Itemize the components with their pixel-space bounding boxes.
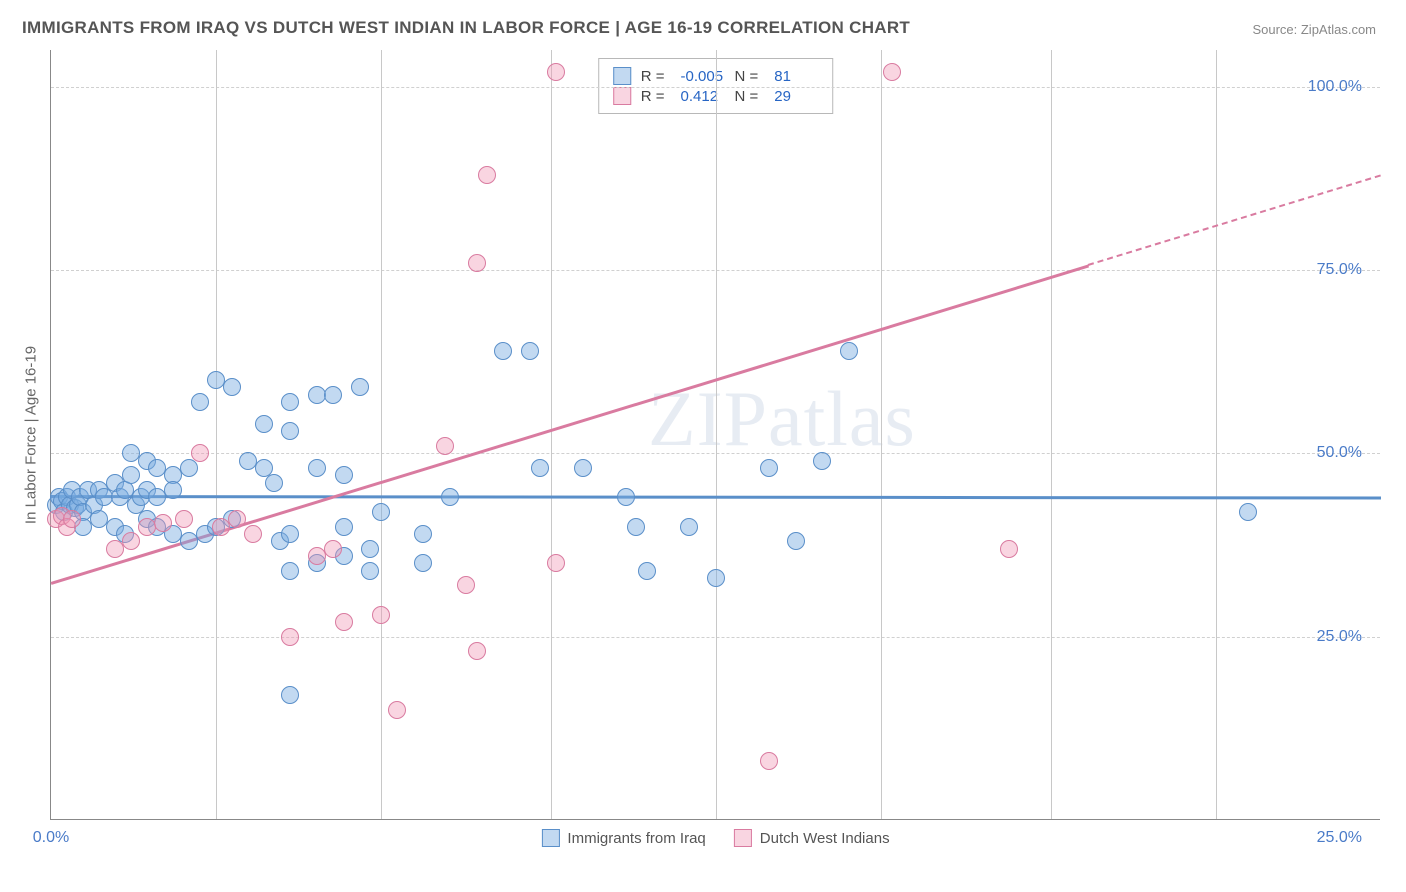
n-label: N = [735, 68, 759, 85]
chart-title: IMMIGRANTS FROM IRAQ VS DUTCH WEST INDIA… [22, 18, 910, 38]
data-point-dutch [547, 554, 565, 572]
data-point-iraq [281, 686, 299, 704]
data-point-iraq [335, 466, 353, 484]
data-point-dutch [281, 628, 299, 646]
data-point-dutch [883, 63, 901, 81]
r-label: R = [641, 68, 665, 85]
plot-area: In Labor Force | Age 16-19 ZIPatlas R = … [50, 50, 1380, 820]
legend-swatch-iraq [613, 67, 631, 85]
data-point-dutch [760, 752, 778, 770]
n-label: N = [735, 88, 759, 105]
y-tick-label: 25.0% [1317, 628, 1362, 646]
legend-label: Dutch West Indians [760, 830, 890, 847]
n-value-iraq: 81 [768, 68, 818, 85]
data-point-iraq [627, 518, 645, 536]
data-point-dutch [468, 254, 486, 272]
y-tick-label: 75.0% [1317, 261, 1362, 279]
data-point-dutch [175, 510, 193, 528]
data-point-iraq [255, 415, 273, 433]
data-point-iraq [787, 532, 805, 550]
data-point-iraq [335, 518, 353, 536]
source-label: Source: ZipAtlas.com [1252, 22, 1376, 37]
r-label: R = [641, 88, 665, 105]
y-tick-label: 50.0% [1317, 444, 1362, 462]
data-point-iraq [638, 562, 656, 580]
x-tick-label: 25.0% [1317, 829, 1362, 847]
legend-item-dutch: Dutch West Indians [734, 829, 890, 847]
y-tick-label: 100.0% [1308, 78, 1362, 96]
data-point-dutch [228, 510, 246, 528]
data-point-iraq [372, 503, 390, 521]
data-point-iraq [281, 422, 299, 440]
data-point-iraq [680, 518, 698, 536]
data-point-iraq [414, 554, 432, 572]
data-point-iraq [760, 459, 778, 477]
legend-label: Immigrants from Iraq [567, 830, 705, 847]
data-point-dutch [324, 540, 342, 558]
data-point-iraq [191, 393, 209, 411]
data-point-iraq [324, 386, 342, 404]
data-point-dutch [63, 510, 81, 528]
data-point-dutch [468, 642, 486, 660]
data-point-dutch [335, 613, 353, 631]
data-point-dutch [388, 701, 406, 719]
gridline-vertical [1216, 50, 1217, 819]
n-value-dutch: 29 [768, 88, 818, 105]
data-point-dutch [478, 166, 496, 184]
gridline-vertical [881, 50, 882, 819]
data-point-iraq [281, 393, 299, 411]
data-point-iraq [308, 459, 326, 477]
data-point-iraq [414, 525, 432, 543]
data-point-iraq [617, 488, 635, 506]
data-point-dutch [436, 437, 454, 455]
data-point-dutch [372, 606, 390, 624]
data-point-iraq [164, 481, 182, 499]
legend-series: Immigrants from Iraq Dutch West Indians [541, 829, 889, 847]
data-point-dutch [457, 576, 475, 594]
data-point-iraq [707, 569, 725, 587]
gridline-vertical [716, 50, 717, 819]
legend-swatch-iraq [541, 829, 559, 847]
data-point-iraq [281, 525, 299, 543]
data-point-iraq [180, 459, 198, 477]
data-point-dutch [244, 525, 262, 543]
data-point-dutch [191, 444, 209, 462]
x-tick-label: 0.0% [33, 829, 69, 847]
legend-swatch-dutch [734, 829, 752, 847]
data-point-iraq [531, 459, 549, 477]
data-point-iraq [574, 459, 592, 477]
data-point-iraq [494, 342, 512, 360]
data-point-iraq [361, 562, 379, 580]
trend-line-dutch-dashed [1088, 175, 1381, 266]
data-point-iraq [813, 452, 831, 470]
data-point-iraq [521, 342, 539, 360]
legend-swatch-dutch [613, 87, 631, 105]
data-point-iraq [351, 378, 369, 396]
data-point-iraq [441, 488, 459, 506]
r-value-iraq: -0.005 [675, 68, 725, 85]
r-value-dutch: 0.412 [675, 88, 725, 105]
data-point-iraq [122, 466, 140, 484]
gridline-vertical [1051, 50, 1052, 819]
data-point-dutch [154, 514, 172, 532]
data-point-iraq [223, 378, 241, 396]
gridline-vertical [551, 50, 552, 819]
data-point-iraq [265, 474, 283, 492]
data-point-dutch [1000, 540, 1018, 558]
data-point-iraq [281, 562, 299, 580]
gridline-vertical [216, 50, 217, 819]
data-point-dutch [122, 532, 140, 550]
y-axis-label: In Labor Force | Age 16-19 [23, 345, 40, 523]
data-point-iraq [361, 540, 379, 558]
gridline-vertical [381, 50, 382, 819]
data-point-dutch [547, 63, 565, 81]
data-point-iraq [840, 342, 858, 360]
data-point-iraq [1239, 503, 1257, 521]
legend-item-iraq: Immigrants from Iraq [541, 829, 705, 847]
